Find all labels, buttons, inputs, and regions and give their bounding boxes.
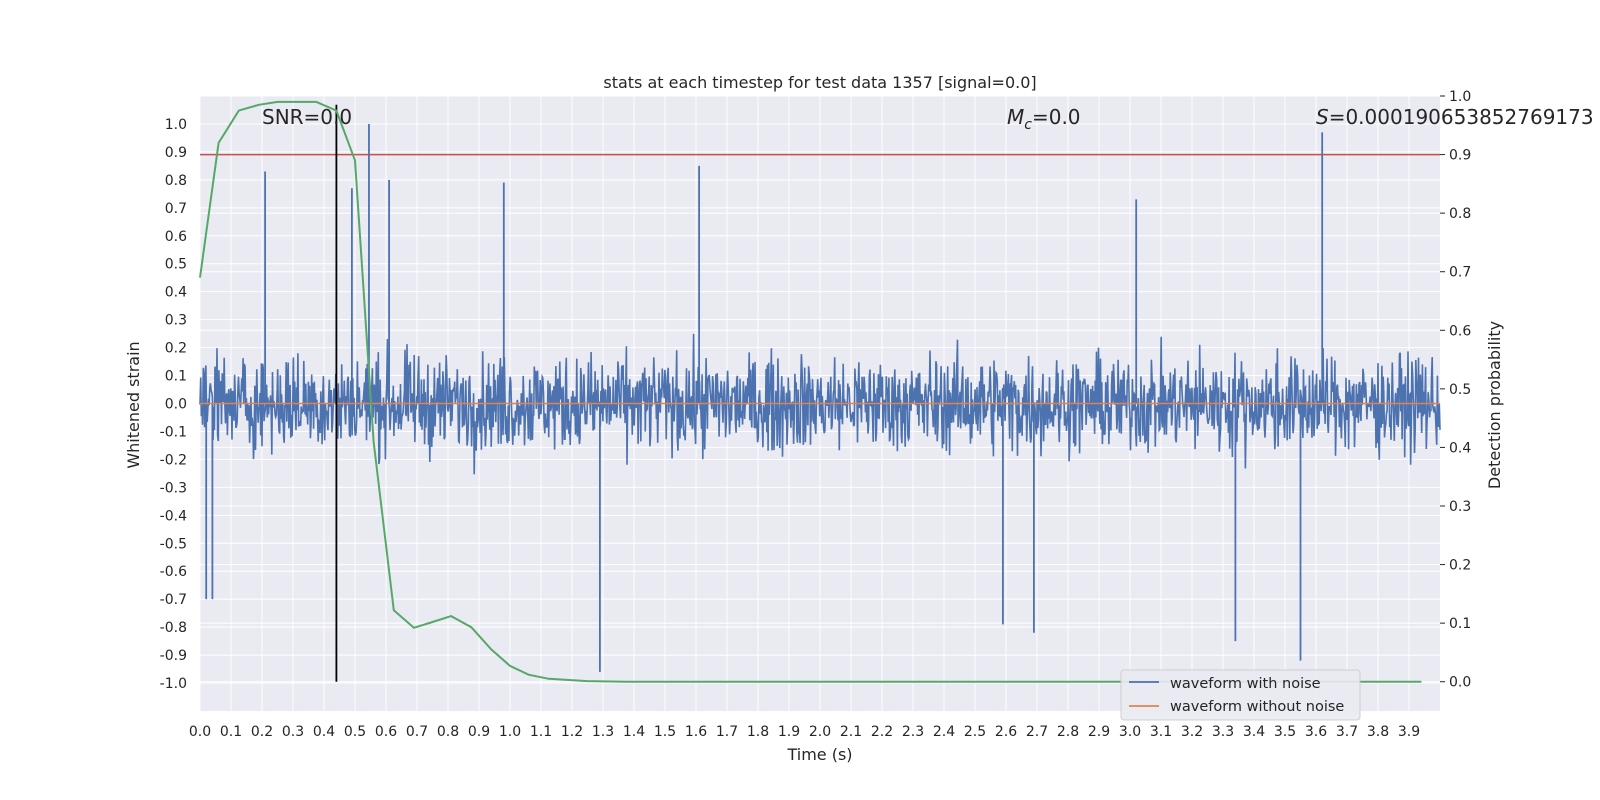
snr-annotation: SNR=0.0 xyxy=(262,105,352,129)
x-tick-label: 0.7 xyxy=(406,724,428,740)
x-tick-label: 2.9 xyxy=(1088,724,1110,740)
x-tick-label: 3.7 xyxy=(1336,724,1358,740)
detection-probability-line xyxy=(199,100,1422,683)
x-tick-label: 2.6 xyxy=(995,724,1017,740)
legend-box xyxy=(1120,669,1361,721)
y-axis-label: Whitened strain xyxy=(124,341,143,468)
x-tick-label: 2.1 xyxy=(840,724,862,740)
y-tick-label: -0.1 xyxy=(160,424,187,440)
x-tick-label: 0.3 xyxy=(282,724,304,740)
x-tick-label: 1.5 xyxy=(654,724,676,740)
y-tick-label: 0.2 xyxy=(165,341,187,357)
x-tick-label: 0.9 xyxy=(468,724,490,740)
x-tick-label: 2.8 xyxy=(1057,724,1079,740)
y-axis-ticks: 1.0 0.9 0.8 0.7 0.6 0.5 0.4 0.3 0.2 0.1 0.0 -0.1 -0.… xyxy=(160,117,187,692)
s-symbol: S xyxy=(1316,105,1329,129)
x-tick-label: 2.3 xyxy=(902,724,924,740)
y2-tick-label: 0.2 xyxy=(1449,558,1471,574)
y2-axis-ticks: 1.0 0.9 0.8 0.7 0.6 0.5 0.4 0.3 0.2 0.1 0.0 xyxy=(1440,89,1471,691)
y-tick-label: -0.6 xyxy=(160,564,187,580)
chirp-mass-value: =0.0 xyxy=(1032,105,1081,129)
x-tick-label: 3.8 xyxy=(1367,724,1389,740)
x-tick-label: 2.0 xyxy=(809,724,831,740)
x-axis-ticks: 0.0 0.1 0.2 0.3 0.4 0.5 0.6 0.7 0.8 0.9 1.0 1.1 1.2 1… xyxy=(189,724,1420,740)
x-tick-label: 1.3 xyxy=(592,724,614,740)
y2-tick-label: 1.0 xyxy=(1449,89,1471,105)
y2-tick-label: 0.0 xyxy=(1449,675,1471,691)
s-value: =0.000190653852769173 xyxy=(1329,105,1594,129)
y2-tick-label: 0.6 xyxy=(1449,323,1471,339)
y-tick-label: 0.7 xyxy=(165,201,187,217)
y-tick-label: 0.0 xyxy=(165,397,187,413)
x-tick-label: 3.9 xyxy=(1398,724,1420,740)
x-tick-label: 1.9 xyxy=(778,724,800,740)
y2-tick-label: 0.8 xyxy=(1449,206,1471,222)
y-tick-label: -0.3 xyxy=(160,480,187,496)
x-tick-label: 0.0 xyxy=(189,724,211,740)
y-tick-label: 0.1 xyxy=(165,369,187,385)
x-tick-label: 0.2 xyxy=(251,724,273,740)
y-tick-label: -0.8 xyxy=(160,620,187,636)
y2-tick-label: 0.3 xyxy=(1449,499,1471,515)
x-tick-label: 3.1 xyxy=(1150,724,1172,740)
y-tick-label: 0.3 xyxy=(165,313,187,329)
x-tick-label: 2.7 xyxy=(1026,724,1048,740)
x-tick-label: 1.8 xyxy=(747,724,769,740)
chirp-mass-symbol: M xyxy=(1007,105,1024,129)
x-tick-label: 3.6 xyxy=(1305,724,1327,740)
y-tick-label: 0.4 xyxy=(165,285,187,301)
chirp-mass-annotation: Mc=0.0 xyxy=(1007,105,1081,133)
x-tick-label: 3.2 xyxy=(1181,724,1203,740)
legend-label-clean: waveform without noise xyxy=(1170,699,1344,715)
x-tick-label: 1.2 xyxy=(561,724,583,740)
chirp-mass-subscript: c xyxy=(1024,117,1032,133)
x-tick-label: 0.8 xyxy=(437,724,459,740)
legend: waveform with noise waveform without noi… xyxy=(1120,669,1361,721)
x-tick-label: 3.0 xyxy=(1119,724,1141,740)
x-tick-label: 1.6 xyxy=(685,724,707,740)
y-tick-label: -0.5 xyxy=(160,536,187,552)
y-tick-label: -0.2 xyxy=(160,452,187,468)
x-tick-label: 0.5 xyxy=(344,724,366,740)
y2-tick-label: 0.1 xyxy=(1449,616,1471,632)
x-tick-label: 0.1 xyxy=(220,724,242,740)
y-tick-label: 1.0 xyxy=(165,117,187,133)
y-tick-label: -0.7 xyxy=(160,592,187,608)
y-tick-label: -1.0 xyxy=(160,676,187,692)
y2-tick-label: 0.9 xyxy=(1449,148,1471,164)
x-tick-label: 1.0 xyxy=(499,724,521,740)
s-annotation: S=0.000190653852769173 xyxy=(1316,105,1594,129)
y-tick-label: 0.6 xyxy=(165,229,187,245)
y2-axis-label: Detection probability xyxy=(1485,321,1504,489)
x-axis-label: Time (s) xyxy=(786,745,852,764)
x-tick-label: 0.4 xyxy=(313,724,335,740)
x-tick-label: 1.1 xyxy=(530,724,552,740)
x-tick-label: 3.5 xyxy=(1274,724,1296,740)
y-tick-label: -0.4 xyxy=(160,508,187,524)
x-tick-label: 3.4 xyxy=(1243,724,1265,740)
y2-tick-label: 0.7 xyxy=(1449,265,1471,281)
legend-label-noise: waveform with noise xyxy=(1170,676,1321,692)
x-tick-label: 3.3 xyxy=(1212,724,1234,740)
y2-tick-label: 0.5 xyxy=(1449,382,1471,398)
y2-tick-label: 0.4 xyxy=(1449,440,1471,456)
y-tick-label: 0.8 xyxy=(165,173,187,189)
chart-title: stats at each timestep for test data 135… xyxy=(603,73,1036,92)
y-tick-label: 0.5 xyxy=(165,257,187,273)
x-tick-label: 1.7 xyxy=(716,724,738,740)
x-tick-label: 2.2 xyxy=(871,724,893,740)
y-tick-label: 0.9 xyxy=(165,145,187,161)
x-tick-label: 0.6 xyxy=(375,724,397,740)
x-tick-label: 2.5 xyxy=(964,724,986,740)
x-tick-label: 2.4 xyxy=(933,724,955,740)
y-tick-label: -0.9 xyxy=(160,648,187,664)
x-tick-label: 1.4 xyxy=(623,724,645,740)
